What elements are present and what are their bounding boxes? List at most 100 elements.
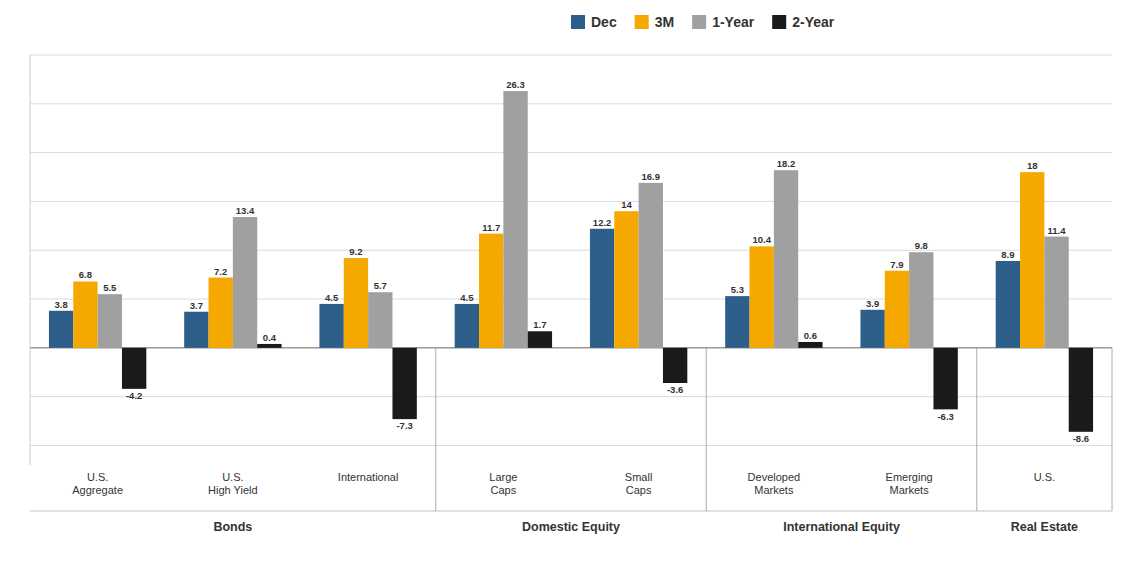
data-label: 1.7	[533, 319, 546, 330]
data-label: 5.7	[374, 280, 387, 291]
category-label-line: Emerging	[886, 471, 933, 483]
legend-swatch	[635, 15, 649, 29]
bar	[122, 348, 146, 389]
bar	[209, 278, 233, 348]
legend-swatch	[692, 15, 706, 29]
category-label-line: Developed	[748, 471, 801, 483]
data-label: -7.3	[396, 420, 412, 431]
group-separator	[1112, 348, 1113, 511]
data-label: 26.3	[506, 79, 525, 90]
data-label: -8.6	[1073, 433, 1089, 444]
legend-swatch	[571, 15, 585, 29]
bar	[392, 348, 416, 419]
group-label: International Equity	[783, 520, 900, 534]
data-label: 7.9	[890, 259, 903, 270]
category-label: U.S.Aggregate	[72, 471, 123, 496]
category-label-line: Aggregate	[72, 484, 123, 496]
legend-label: 1-Year	[712, 14, 755, 30]
data-label: 14	[621, 199, 632, 210]
data-label: 4.5	[460, 292, 474, 303]
data-label: 8.9	[1001, 249, 1014, 260]
data-label: 11.7	[482, 222, 500, 233]
bar	[344, 258, 368, 348]
data-label: 6.8	[79, 269, 92, 280]
data-label: -3.6	[667, 384, 683, 395]
bar	[909, 252, 933, 348]
category-label-line: U.S.	[222, 471, 243, 483]
grid	[30, 55, 1112, 445]
category-label-line: Small	[625, 471, 653, 483]
data-label: 0.6	[804, 330, 817, 341]
category-label: U.S.	[1034, 471, 1055, 483]
data-label: 10.4	[752, 234, 771, 245]
data-label: 3.9	[866, 298, 879, 309]
category-label: U.S.High Yield	[208, 471, 258, 496]
grid-line	[30, 55, 1112, 56]
bar	[750, 246, 774, 348]
bar	[319, 304, 343, 348]
data-label: 3.7	[190, 300, 203, 311]
bar	[257, 344, 281, 348]
category-labels: U.S.AggregateU.S.High YieldInternational…	[72, 471, 1055, 496]
bar	[725, 296, 749, 348]
group-label: Real Estate	[1011, 520, 1078, 534]
bar	[933, 348, 957, 410]
bar	[860, 310, 884, 348]
legend-label: 2-Year	[792, 14, 835, 30]
data-label: 3.8	[54, 299, 67, 310]
bar	[996, 261, 1020, 348]
bar	[663, 348, 687, 383]
bar	[98, 294, 122, 348]
category-label: SmallCaps	[625, 471, 653, 496]
bar	[1044, 237, 1068, 348]
category-label-line: High Yield	[208, 484, 258, 496]
bar	[503, 91, 527, 348]
category-label-line: U.S.	[87, 471, 108, 483]
data-label: 9.2	[349, 246, 362, 257]
data-label: -6.3	[937, 411, 953, 422]
groups: Bonds Domestic Equity International Equity…	[30, 348, 1112, 534]
bar	[73, 281, 97, 347]
category-label: International	[338, 471, 399, 483]
bar	[455, 304, 479, 348]
bar	[528, 331, 552, 348]
group-label: Bonds	[213, 520, 252, 534]
bar	[479, 234, 503, 348]
grid-line	[30, 250, 1112, 251]
legend-label: Dec	[591, 14, 617, 30]
data-label: 4.5	[325, 292, 339, 303]
group-separator	[435, 348, 436, 511]
grid-line	[30, 152, 1112, 153]
legend-swatch	[772, 15, 786, 29]
bar	[49, 311, 73, 348]
category-label: EmergingMarkets	[886, 471, 933, 496]
category-label: LargeCaps	[489, 471, 517, 496]
bar	[233, 217, 257, 348]
data-label: 12.2	[593, 217, 612, 228]
group-label: Domestic Equity	[522, 520, 620, 534]
y-axis-line	[30, 55, 31, 465]
grid-line	[30, 445, 1112, 446]
data-labels: 3.83.74.54.512.25.33.98.96.87.29.211.714…	[54, 79, 1089, 444]
legend: Dec 3M 1-Year 2-Year	[571, 14, 835, 30]
legend-label: 3M	[655, 14, 674, 30]
bar	[614, 211, 638, 348]
data-label: -4.2	[126, 390, 142, 401]
bars	[49, 91, 1093, 432]
bar	[368, 292, 392, 348]
data-label: 18.2	[777, 158, 796, 169]
bar	[798, 342, 822, 348]
bar	[1069, 348, 1093, 432]
data-label: 0.4	[263, 332, 277, 343]
bar	[885, 271, 909, 348]
bar	[184, 312, 208, 348]
data-label: 11.4	[1048, 225, 1067, 236]
group-divider	[30, 511, 1112, 512]
category-label-line: Markets	[890, 484, 930, 496]
data-label: 16.9	[642, 171, 661, 182]
grid-line	[30, 103, 1112, 104]
data-label: 18	[1027, 160, 1038, 171]
data-label: 13.4	[236, 205, 255, 216]
category-label: DevelopedMarkets	[748, 471, 801, 496]
category-label-line: Caps	[626, 484, 652, 496]
